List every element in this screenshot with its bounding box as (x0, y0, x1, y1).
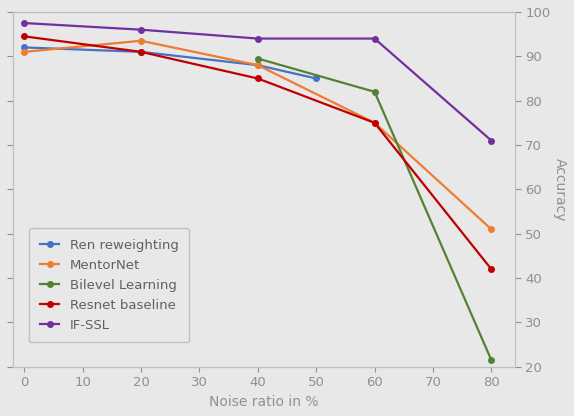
Bilevel Learning (371, 89, 378, 94)
MentorNet (254, 63, 261, 68)
Y-axis label: Accuracy: Accuracy (553, 158, 567, 221)
IF-SSL (138, 27, 145, 32)
MentorNet (488, 227, 495, 232)
Ren reweighting (254, 63, 261, 68)
Line: Ren reweighting: Ren reweighting (21, 45, 319, 81)
Resnet baseline (488, 267, 495, 272)
IF-SSL (21, 20, 28, 25)
Resnet baseline (138, 50, 145, 54)
Ren reweighting (313, 76, 320, 81)
Bilevel Learning (254, 56, 261, 61)
MentorNet (21, 50, 28, 54)
MentorNet (371, 120, 378, 125)
Resnet baseline (371, 120, 378, 125)
MentorNet (138, 38, 145, 43)
Ren reweighting (138, 50, 145, 54)
Line: IF-SSL: IF-SSL (21, 20, 494, 144)
Resnet baseline (254, 76, 261, 81)
IF-SSL (371, 36, 378, 41)
IF-SSL (488, 138, 495, 143)
IF-SSL (254, 36, 261, 41)
Line: MentorNet: MentorNet (21, 38, 494, 232)
Resnet baseline (21, 34, 28, 39)
Line: Resnet baseline: Resnet baseline (21, 34, 494, 272)
Line: Bilevel Learning: Bilevel Learning (255, 56, 494, 363)
Bilevel Learning (488, 358, 495, 363)
X-axis label: Noise ratio in %: Noise ratio in % (209, 395, 319, 409)
Legend: Ren reweighting, MentorNet, Bilevel Learning, Resnet baseline, IF-SSL: Ren reweighting, MentorNet, Bilevel Lear… (29, 228, 189, 342)
Ren reweighting (21, 45, 28, 50)
